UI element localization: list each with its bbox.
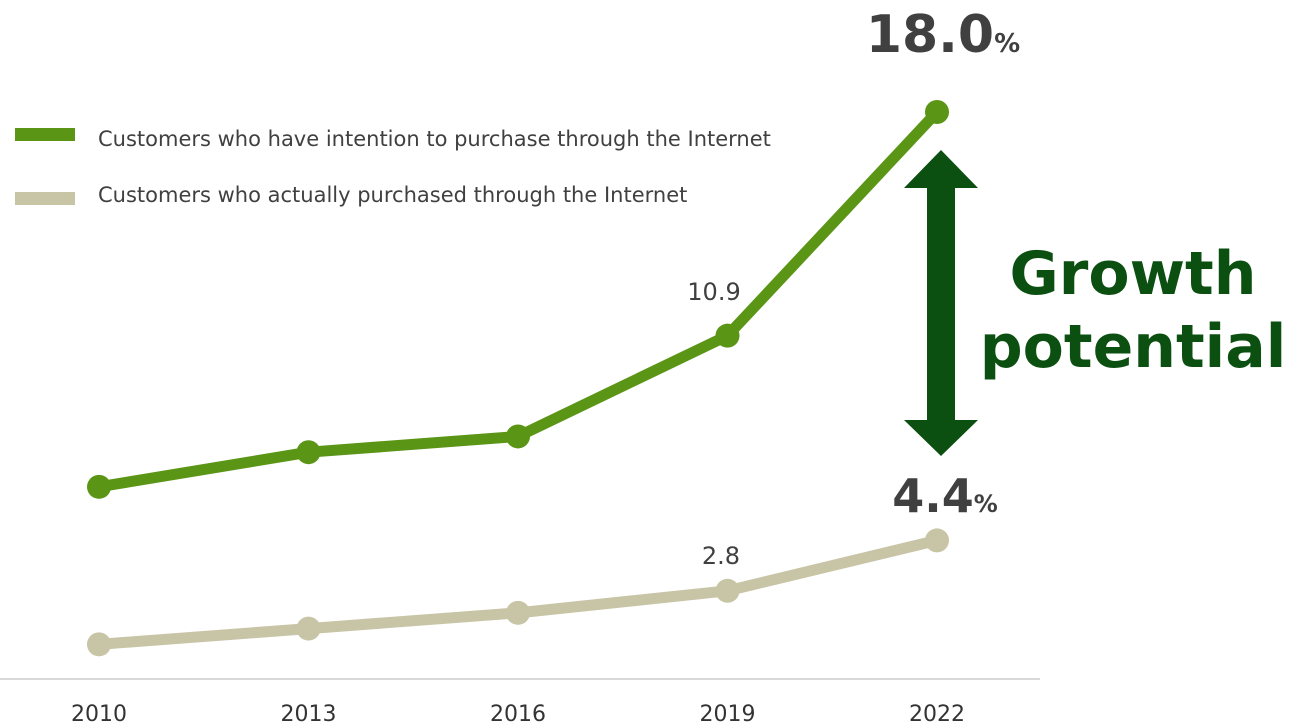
data-label-actual-2019: 2.8 (702, 542, 740, 570)
data-point-s0-2022 (925, 100, 949, 124)
legend-swatch-actual (15, 192, 75, 205)
x-tick-label-2016: 2016 (490, 702, 546, 725)
legend-label-intention: Customers who have intention to purchase… (98, 127, 771, 151)
series-line-1 (93, 534, 943, 650)
data-point-s1-2016 (506, 600, 530, 625)
data-label-intention-2022: 18.0% (866, 5, 1020, 65)
data-point-s0-2010 (87, 474, 111, 499)
legend: Customers who have intention to purchase… (15, 127, 771, 207)
double-arrow-icon (904, 150, 978, 456)
data-label-actual-2022: 4.4% (892, 469, 998, 523)
data-label-intention-2019: 10.9 (687, 278, 740, 306)
data-point-s1-2022 (925, 528, 949, 553)
data-point-s1-2013 (296, 616, 321, 641)
data-point-s1-2010 (87, 632, 111, 657)
x-tick-label-2022: 2022 (909, 702, 965, 725)
data-point-s1-2019 (715, 578, 740, 603)
x-tick-labels: 2010 2013 2016 2019 2022 (71, 702, 965, 725)
x-tick-label-2019: 2019 (700, 702, 756, 725)
data-point-s0-2019 (715, 323, 740, 348)
x-tick-label-2010: 2010 (71, 702, 127, 725)
series-layer (87, 100, 949, 657)
data-point-s0-2016 (506, 424, 530, 449)
x-tick-label-2013: 2013 (281, 702, 337, 725)
growth-line-2: potential (979, 312, 1287, 383)
legend-label-actual: Customers who actually purchased through… (98, 183, 687, 207)
growth-potential-callout: Growth potential (975, 238, 1291, 384)
legend-swatch-intention (15, 128, 75, 141)
growth-line-1: Growth (1009, 239, 1257, 309)
data-point-s0-2013 (296, 440, 321, 465)
